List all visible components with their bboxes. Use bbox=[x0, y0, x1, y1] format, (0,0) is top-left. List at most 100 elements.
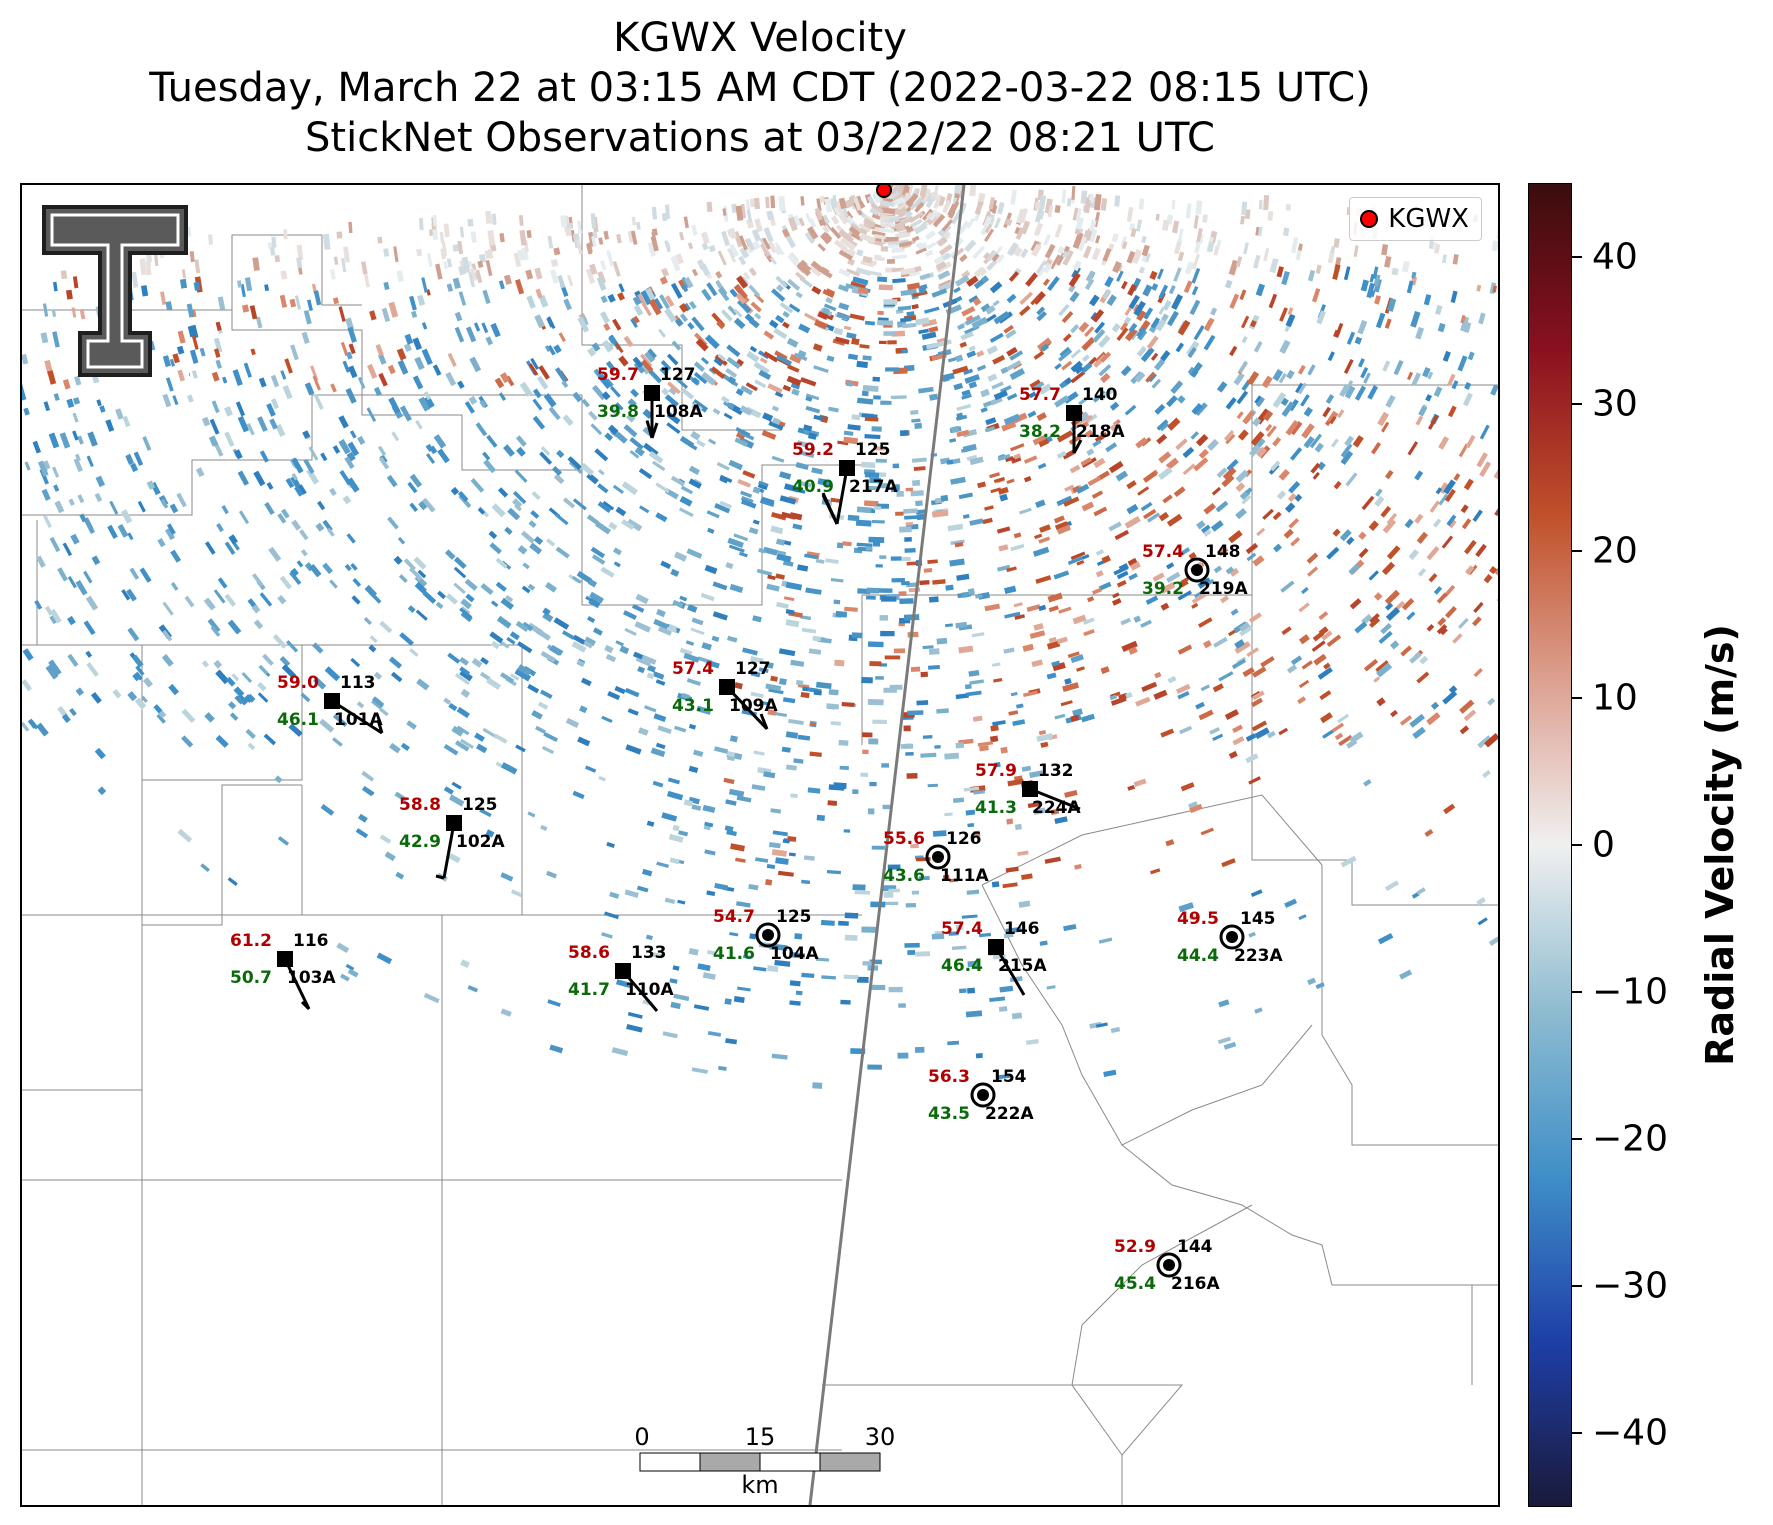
echo-gate bbox=[348, 343, 356, 355]
echo-gate bbox=[812, 343, 823, 352]
echo-gate bbox=[678, 303, 689, 313]
echo-gate bbox=[1250, 889, 1263, 898]
echo-gate bbox=[881, 763, 890, 768]
echo-gate bbox=[649, 951, 663, 959]
echo-gate bbox=[809, 751, 822, 758]
echo-gate bbox=[454, 740, 470, 752]
echo-gate bbox=[725, 368, 738, 379]
echo-gate bbox=[1005, 329, 1017, 339]
echo-gate bbox=[1438, 482, 1450, 495]
echo-gate bbox=[213, 589, 226, 604]
echo-gate bbox=[735, 901, 751, 908]
echo-gate bbox=[532, 388, 542, 399]
echo-gate bbox=[712, 611, 728, 621]
echo-gate bbox=[1191, 593, 1207, 604]
echo-gate bbox=[765, 683, 782, 692]
echo-gate bbox=[945, 623, 953, 628]
echo-gate bbox=[122, 415, 131, 428]
echo-gate bbox=[1158, 451, 1172, 464]
echo-gate bbox=[572, 634, 586, 645]
echo-gate bbox=[725, 1038, 738, 1045]
echo-gate bbox=[993, 677, 1003, 683]
echo-gate bbox=[690, 430, 701, 441]
station-temperature: 61.2 bbox=[230, 931, 272, 951]
echo-gate bbox=[624, 687, 640, 698]
echo-gate bbox=[157, 538, 166, 548]
echo-gate bbox=[498, 280, 505, 290]
scale-unit: km bbox=[741, 1471, 778, 1499]
echo-gate bbox=[851, 632, 863, 639]
echo-gate bbox=[1252, 417, 1262, 427]
echo-gate bbox=[920, 671, 928, 678]
echo-gate bbox=[739, 246, 750, 259]
echo-gate bbox=[613, 561, 621, 568]
echo-gate bbox=[1165, 839, 1175, 847]
echo-gate bbox=[848, 225, 861, 237]
echo-gate bbox=[1233, 372, 1245, 386]
echo-gate bbox=[1166, 562, 1175, 570]
echo-gate bbox=[1448, 685, 1458, 694]
echo-gate bbox=[599, 311, 610, 324]
echo-gate bbox=[992, 299, 1000, 307]
echo-gate bbox=[514, 469, 528, 483]
echo-gate bbox=[616, 233, 622, 244]
echo-gate bbox=[857, 200, 866, 209]
echo-gate bbox=[445, 371, 457, 387]
echo-gate bbox=[976, 350, 985, 358]
radar-map[interactable]: 59.7 127 39.8 108A 57.7 140 38.2 218A 59.2 125 40.… bbox=[20, 183, 1500, 1507]
echo-gate bbox=[775, 284, 784, 293]
echo-gate bbox=[804, 553, 818, 560]
station-direction: 154 bbox=[991, 1067, 1027, 1087]
echo-gate bbox=[1056, 636, 1068, 645]
echo-gate bbox=[872, 719, 887, 725]
echo-gate bbox=[726, 756, 735, 762]
echo-gate bbox=[830, 215, 840, 225]
echo-gate bbox=[681, 692, 690, 700]
echo-gate bbox=[282, 385, 293, 400]
echo-gate bbox=[1116, 570, 1129, 580]
echo-gate bbox=[944, 752, 960, 760]
echo-gate bbox=[1080, 362, 1093, 374]
echo-gate bbox=[1165, 457, 1179, 470]
echo-gate bbox=[94, 492, 103, 503]
echo-gate bbox=[681, 388, 695, 400]
echo-gate bbox=[1243, 242, 1249, 255]
echo-gate bbox=[911, 479, 921, 487]
echo-gate bbox=[701, 288, 712, 302]
echo-gate bbox=[702, 972, 716, 980]
echo-gate bbox=[1086, 448, 1095, 456]
echo-gate bbox=[660, 560, 672, 570]
echo-gate bbox=[1016, 703, 1024, 709]
echo-gate bbox=[955, 414, 968, 421]
echo-gate bbox=[672, 824, 680, 832]
echo-gate bbox=[969, 185, 977, 197]
echo-gate bbox=[475, 269, 483, 284]
echo-gate bbox=[728, 227, 737, 240]
echo-gate bbox=[191, 370, 198, 379]
echo-gate bbox=[1070, 714, 1080, 722]
echo-gate bbox=[595, 521, 612, 535]
echo-gate bbox=[332, 445, 341, 454]
echo-gate bbox=[1489, 282, 1497, 295]
echo-gate bbox=[1218, 999, 1230, 1008]
echo-gate bbox=[497, 487, 509, 498]
echo-gate bbox=[551, 466, 563, 476]
echo-gate bbox=[306, 468, 320, 485]
echo-gate bbox=[990, 396, 1003, 406]
